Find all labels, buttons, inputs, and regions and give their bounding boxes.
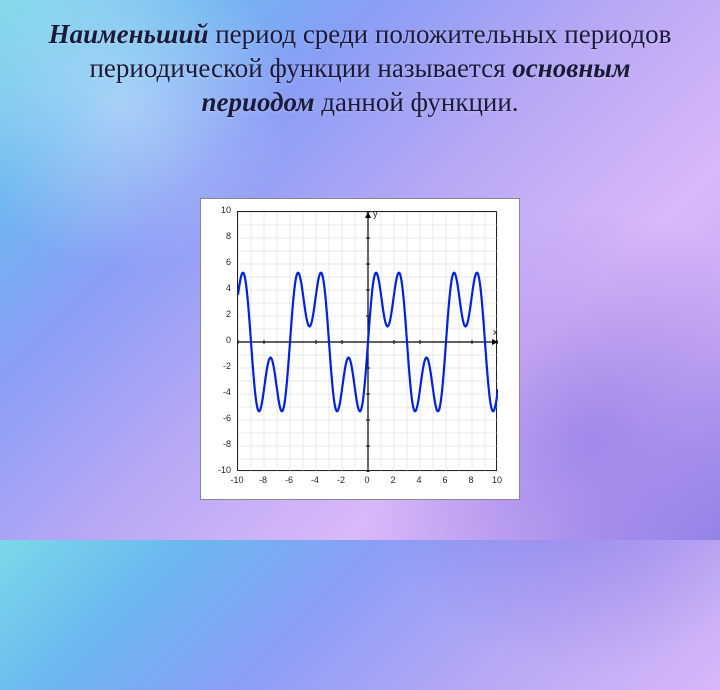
ytick-label: 8 [211,231,231,241]
xtick-label: -8 [253,475,273,485]
ytick-label: -6 [211,413,231,423]
chart-curve [238,212,498,472]
ytick-label: -10 [211,465,231,475]
xtick-label: 6 [435,475,455,485]
chart-container: -10-8-6-4-20246810-10-8-6-4-20246810yx [200,198,520,500]
xtick-label: 4 [409,475,429,485]
xtick-label: 10 [487,475,507,485]
ytick-label: 4 [211,283,231,293]
xtick-label: 8 [461,475,481,485]
ytick-label: -2 [211,361,231,371]
ytick-label: -8 [211,439,231,449]
page-title: Наименьший период среди положительных пе… [0,18,720,119]
ytick-label: 0 [211,335,231,345]
ytick-label: -4 [211,387,231,397]
xtick-label: -4 [305,475,325,485]
x-axis-label: x [493,327,498,337]
ytick-label: 6 [211,257,231,267]
ytick-label: 10 [211,205,231,215]
chart-plot-area [237,211,497,471]
xtick-label: 2 [383,475,403,485]
xtick-label: -6 [279,475,299,485]
xtick-label: 0 [357,475,377,485]
xtick-label: -10 [227,475,247,485]
ytick-label: 2 [211,309,231,319]
y-axis-label: y [373,209,378,219]
xtick-label: -2 [331,475,351,485]
